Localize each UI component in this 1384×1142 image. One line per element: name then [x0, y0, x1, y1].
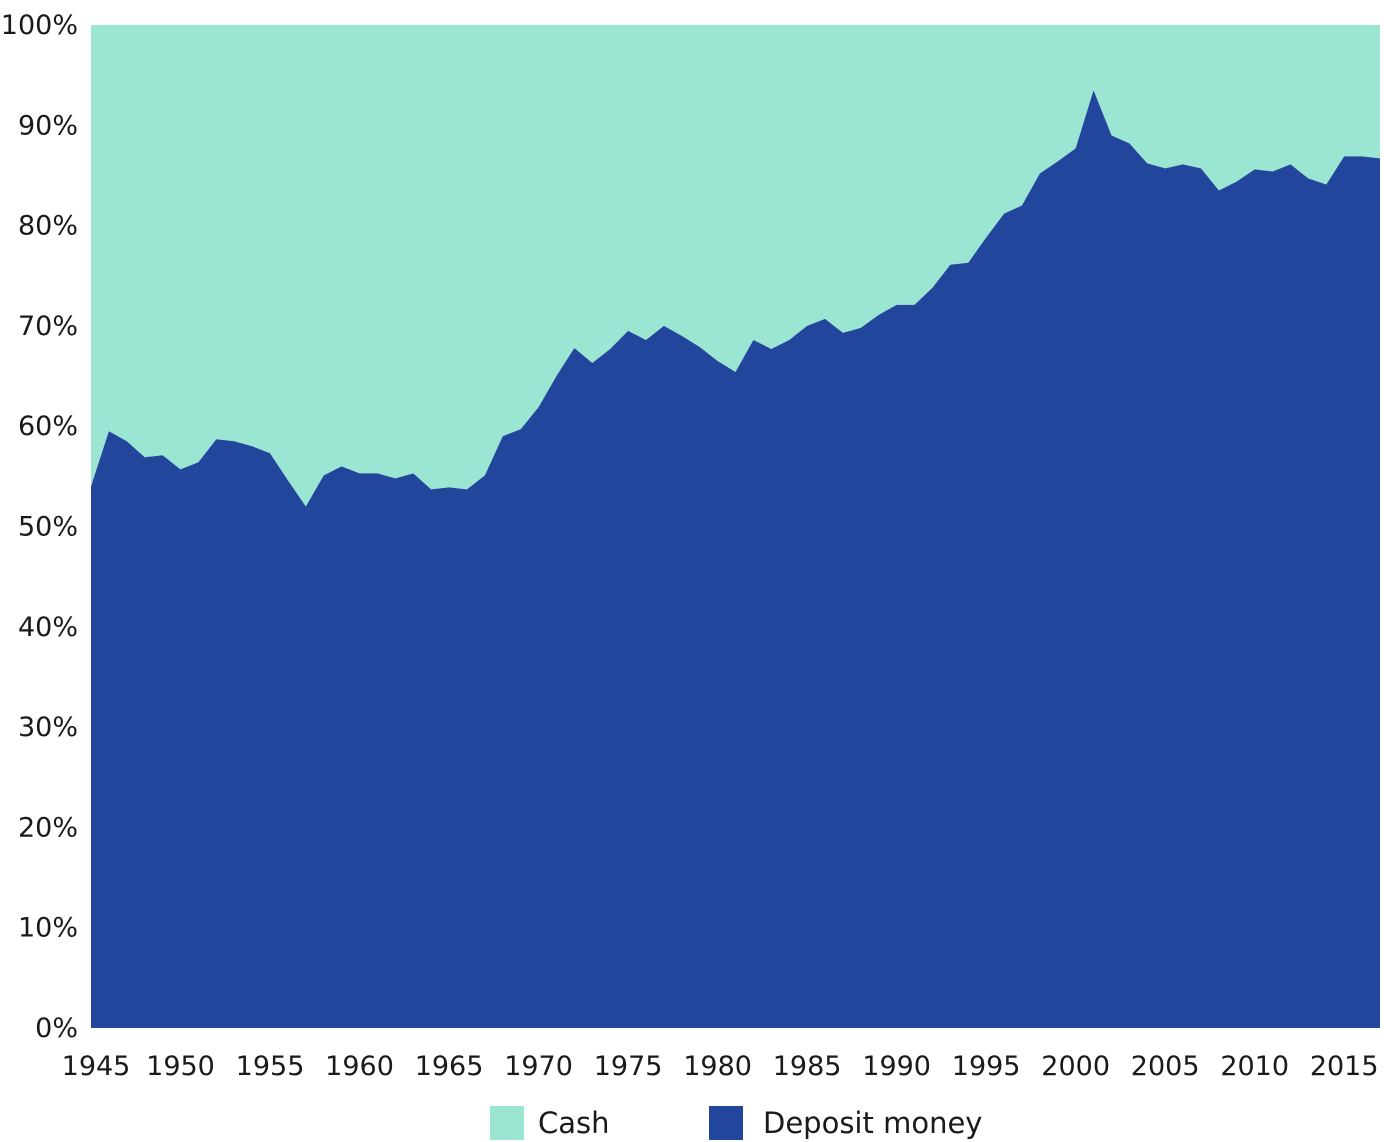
x-tick-label: 1955 [236, 1051, 305, 1082]
x-axis: 1945 1950 1955 1960 1965 1970 1975 1980 1985 1990… [62, 1051, 1379, 1082]
x-tick-label: 1960 [325, 1051, 394, 1082]
y-tick-label: 60% [18, 411, 78, 442]
x-tick-label: 1995 [952, 1051, 1021, 1082]
x-tick-label: 1980 [683, 1051, 752, 1082]
y-tick-label: 10% [18, 913, 78, 944]
y-tick-label: 0% [35, 1013, 78, 1044]
x-tick-label: 1970 [504, 1051, 573, 1082]
y-tick-label: 70% [18, 311, 78, 342]
x-tick-label: 1975 [594, 1051, 663, 1082]
y-tick-label: 30% [18, 712, 78, 743]
x-tick-label: 1965 [415, 1051, 484, 1082]
x-tick-label: 2015 [1310, 1051, 1379, 1082]
legend-swatch-deposit-money [709, 1106, 743, 1140]
plot-area [91, 25, 1380, 1028]
legend-label-deposit-money: Deposit money [763, 1106, 982, 1140]
x-tick-label: 1990 [862, 1051, 931, 1082]
x-tick-label: 2000 [1041, 1051, 1110, 1082]
y-tick-label: 40% [18, 612, 78, 643]
legend: Cash Deposit money [490, 1106, 982, 1140]
x-tick-label: 2010 [1220, 1051, 1289, 1082]
series-area-deposit-money [91, 90, 1380, 1028]
y-tick-label: 90% [18, 110, 78, 141]
legend-swatch-cash [490, 1106, 524, 1140]
y-tick-label: 80% [18, 211, 78, 242]
y-tick-label: 50% [18, 512, 78, 543]
y-tick-label: 20% [18, 812, 78, 843]
x-tick-label: 1950 [146, 1051, 215, 1082]
legend-label-cash: Cash [538, 1106, 610, 1140]
y-axis: 0% 10% 20% 30% 40% 50% 60% 70% 80% 90% 100% [1, 10, 78, 1044]
x-tick-label: 2005 [1131, 1051, 1200, 1082]
series-area-cash [91, 25, 1380, 507]
x-tick-label: 1985 [773, 1051, 842, 1082]
y-tick-label: 100% [1, 10, 78, 41]
x-tick-label: 1945 [62, 1051, 131, 1082]
